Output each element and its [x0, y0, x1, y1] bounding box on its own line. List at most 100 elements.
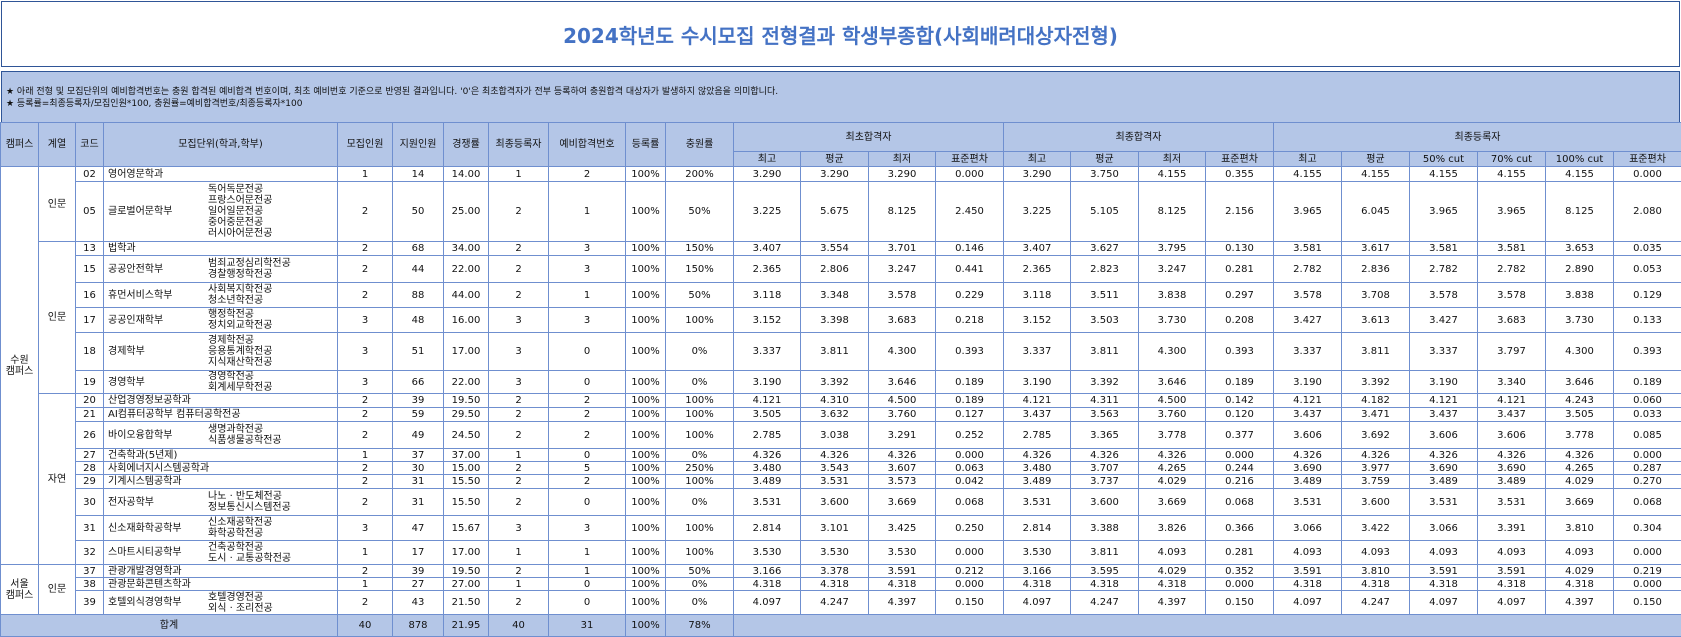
value-cell: 3.627	[1071, 242, 1139, 256]
code-cell: 38	[76, 578, 104, 591]
value-cell: 2	[338, 394, 393, 408]
value-cell: 3.573	[869, 475, 936, 489]
value-cell: 2	[489, 475, 549, 489]
value-cell: 4.326	[869, 449, 936, 462]
value-cell: 0.142	[1206, 394, 1274, 408]
value-cell: 3.530	[734, 541, 801, 565]
value-cell: 3.422	[1342, 516, 1410, 541]
unit-inner: 산업경영정보공학과	[108, 395, 335, 406]
value-cell: 0.393	[936, 333, 1004, 371]
value-cell: 3.795	[1139, 242, 1206, 256]
value-cell: 3.600	[1071, 489, 1139, 516]
value-cell: 3.811	[801, 333, 869, 371]
unit-cell: AI컴퓨터공학부 컴퓨터공학전공	[104, 408, 338, 422]
dept-name: 영어영문학과	[108, 169, 163, 180]
value-cell: 3.778	[1139, 422, 1206, 449]
value-cell: 0.042	[936, 475, 1004, 489]
value-cell: 0.120	[1206, 408, 1274, 422]
value-cell: 3.427	[1410, 308, 1478, 333]
value-cell: 4.300	[1139, 333, 1206, 371]
campus-cell: 수원 캠퍼스	[1, 167, 39, 565]
value-cell: 3.407	[734, 242, 801, 256]
unit-inner: 관광개발경영학과	[108, 566, 335, 577]
column-header: 캠퍼스	[1, 123, 39, 167]
value-cell: 4.300	[1546, 333, 1614, 371]
value-cell: 100%	[666, 516, 734, 541]
value-cell: 0%	[666, 591, 734, 615]
major-name: 도시 · 교통공학전공	[208, 553, 291, 564]
value-cell: 250%	[666, 462, 734, 475]
value-cell: 48	[393, 308, 444, 333]
value-cell: 0.244	[1206, 462, 1274, 475]
major-name: 회계세무학전공	[208, 382, 272, 393]
value-cell: 4.500	[1139, 394, 1206, 408]
value-cell: 100%	[626, 475, 666, 489]
value-cell: 3.581	[1478, 242, 1546, 256]
dept-name: 공공인재학부	[108, 315, 208, 326]
value-cell: 3.152	[734, 308, 801, 333]
value-cell: 3.531	[801, 475, 869, 489]
value-cell: 200%	[666, 167, 734, 182]
major-name: 지식재산학전공	[208, 357, 272, 368]
value-cell: 29.50	[444, 408, 489, 422]
unit-cell: 산업경영정보공학과	[104, 394, 338, 408]
value-cell: 4.155	[1139, 167, 1206, 182]
code-cell: 19	[76, 371, 104, 394]
sub-header: 최저	[1139, 152, 1206, 167]
value-cell: 4.097	[734, 591, 801, 615]
value-cell: 31	[393, 475, 444, 489]
dept-name: 글로벌어문학부	[108, 206, 208, 217]
value-cell: 100%	[626, 449, 666, 462]
major-name: 경찰행정학전공	[208, 269, 291, 280]
sub-header: 평균	[801, 152, 869, 167]
dept-name: 건축학과(5년제)	[108, 450, 177, 461]
value-cell: 3.591	[1478, 565, 1546, 578]
value-cell: 4.310	[801, 394, 869, 408]
major-name: 외식 · 조리전공	[208, 603, 273, 614]
value-cell: 4.097	[1410, 591, 1478, 615]
value-cell: 0.218	[936, 308, 1004, 333]
value-cell: 0.000	[936, 167, 1004, 182]
dept-name: 기계시스템공학과	[108, 476, 182, 487]
value-cell: 3	[549, 256, 626, 283]
code-cell: 30	[76, 489, 104, 516]
value-cell: 19.50	[444, 394, 489, 408]
value-cell: 100%	[626, 565, 666, 578]
value-cell: 4.093	[1274, 541, 1342, 565]
value-cell: 43	[393, 591, 444, 615]
value-cell: 31	[393, 489, 444, 516]
value-cell: 3.378	[801, 565, 869, 578]
value-cell: 3.669	[869, 489, 936, 516]
value-cell: 2.814	[734, 516, 801, 541]
value-cell: 3.531	[1410, 489, 1478, 516]
value-cell: 3.511	[1071, 283, 1139, 308]
value-cell: 3.480	[734, 462, 801, 475]
value-cell: 59	[393, 408, 444, 422]
value-cell: 37	[393, 449, 444, 462]
value-cell: 3.965	[1410, 182, 1478, 242]
unit-cell: 사회에너지시스템공학과	[104, 462, 338, 475]
value-cell: 3.578	[1274, 283, 1342, 308]
group-header: 최종합격자	[1004, 123, 1274, 152]
value-cell: 3.778	[1546, 422, 1614, 449]
value-cell: 1	[489, 167, 549, 182]
code-cell: 20	[76, 394, 104, 408]
value-cell: 3.965	[1274, 182, 1342, 242]
sub-header: 평균	[1071, 152, 1139, 167]
value-cell: 0.060	[1614, 394, 1681, 408]
value-cell: 2.365	[734, 256, 801, 283]
value-cell: 100%	[666, 408, 734, 422]
value-cell: 0.133	[1614, 308, 1681, 333]
value-cell: 2.836	[1342, 256, 1410, 283]
value-cell: 4.318	[734, 578, 801, 591]
value-cell: 3.606	[1410, 422, 1478, 449]
